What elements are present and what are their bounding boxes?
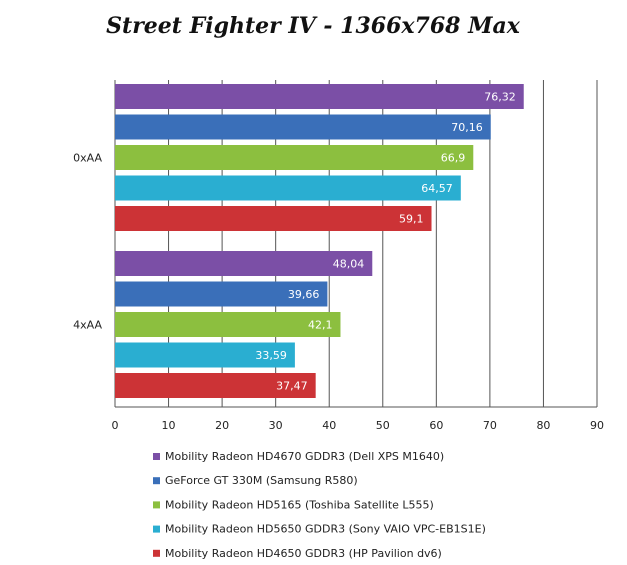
legend-entry: Mobility Radeon HD5650 GDDR3 (Sony VAIO … [165,523,486,536]
bar-value-label: 39,66 [288,288,320,301]
legend-entry: GeForce GT 330M (Samsung R580) [165,474,358,487]
x-tick-label: 50 [376,419,390,432]
bar-value-label: 48,04 [333,258,365,271]
bar-value-label: 70,16 [451,121,483,134]
bar-value-label: 33,59 [255,349,287,362]
legend-entry: Mobility Radeon HD5165 (Toshiba Satellit… [165,498,434,511]
bar [115,206,432,231]
bar [115,145,474,170]
legend-swatch [153,501,160,509]
bar-value-label: 59,1 [399,213,424,226]
category-label: 4xAA [73,319,102,332]
x-tick-label: 60 [429,419,443,432]
bars: 76,32 70,16 66,9 64,57 59,1 48,04 39,66 42,1 33,… [115,84,524,398]
legend-swatch [153,525,160,533]
legend-entry: Mobility Radeon HD4650 GDDR3 (HP Pavilio… [165,547,442,560]
bar-value-label: 76,32 [484,91,516,104]
x-tick-label: 70 [483,419,497,432]
x-tick-label: 80 [536,419,550,432]
bar [115,114,491,140]
legend-swatch [153,453,160,460]
bar [115,175,461,201]
bar-value-label: 66,9 [441,152,466,165]
bar [115,342,295,368]
x-tick-label: 10 [162,419,176,432]
legend: Mobility Radeon HD4670 GDDR3 (Dell XPS M… [153,450,486,560]
bar [115,251,373,276]
bar [115,84,524,109]
legend-swatch [153,549,160,557]
bar-value-label: 42,1 [308,319,333,332]
bar [115,281,328,307]
bar [115,312,341,337]
x-tick-label: 90 [590,419,604,432]
bar-value-label: 64,57 [421,182,453,195]
chart-title: Street Fighter IV - 1366x768 Max [106,13,521,39]
category-label: 0xAA [73,152,102,165]
legend-swatch [153,477,160,485]
category-labels: 0xAA 4xAA [73,152,102,332]
legend-entry: Mobility Radeon HD4670 GDDR3 (Dell XPS M… [165,450,444,463]
x-tick-label: 30 [269,419,283,432]
x-tick-label: 20 [215,419,229,432]
x-tick-label: 40 [322,419,336,432]
bar-value-label: 37,47 [276,380,308,393]
x-tick-label: 0 [112,419,119,432]
x-axis: 0 10 20 30 40 50 60 70 80 90 [112,406,604,432]
bar [115,373,316,398]
